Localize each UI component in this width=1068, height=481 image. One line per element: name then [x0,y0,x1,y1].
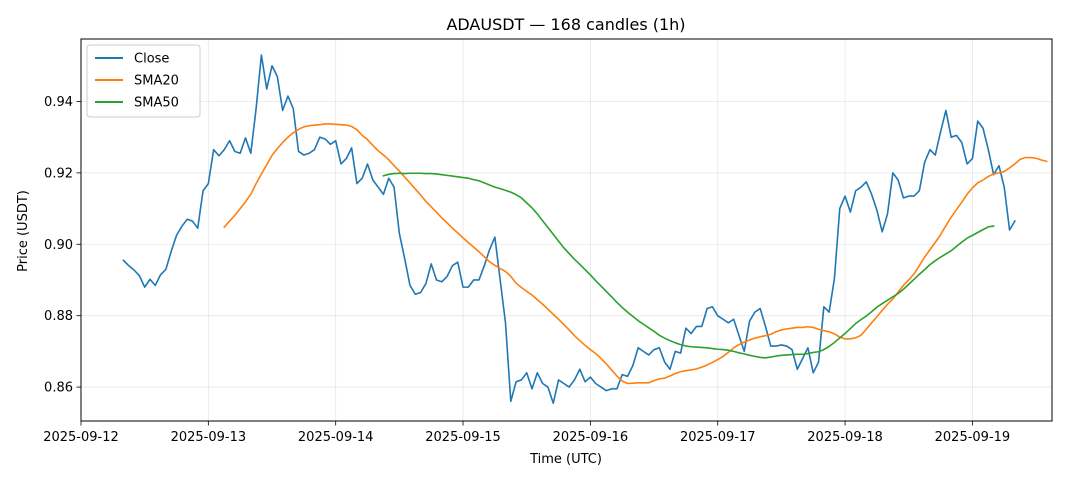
y-tick-label: 0.88 [44,309,73,324]
y-tick-label: 0.90 [44,238,73,253]
legend-label-sma20: SMA20 [134,74,179,89]
y-axis: 0.86 0.88 0.90 0.92 0.94 [44,95,81,396]
x-tick-label: 2025-09-14 [298,430,374,445]
x-tick-label: 2025-09-19 [935,430,1011,445]
x-axis: 2025-09-12 2025-09-13 2025-09-14 2025-09-15… [43,421,1010,445]
legend: Close SMA20 SMA50 [86,44,201,118]
x-tick-label: 2025-09-16 [553,430,629,445]
x-tick-label: 2025-09-15 [425,430,501,445]
grid-lines [80,39,1052,421]
series-lines [122,54,1048,404]
y-axis-label: Price (USDT) [16,190,31,272]
x-tick-label: 2025-09-13 [171,430,247,445]
legend-label-close: Close [134,52,169,67]
x-tick-label: 2025-09-12 [43,430,119,445]
plot-area [80,38,1053,422]
y-tick-label: 0.86 [44,381,73,396]
y-tick-label: 0.92 [44,166,73,181]
legend-label-sma50: SMA50 [134,96,179,111]
y-tick-label: 0.94 [44,95,73,110]
series-line-sma20 [223,123,1048,385]
legend-box [86,44,201,118]
x-tick-label: 2025-09-17 [680,430,756,445]
plot-frame [80,38,1053,422]
series-line-close [122,54,1016,404]
x-tick-label: 2025-09-18 [807,430,883,445]
chart-title: ADAUSDT — 168 candles (1h) [446,15,685,34]
series-line-sma50 [382,172,995,359]
x-axis-label: Time (UTC) [529,452,602,467]
